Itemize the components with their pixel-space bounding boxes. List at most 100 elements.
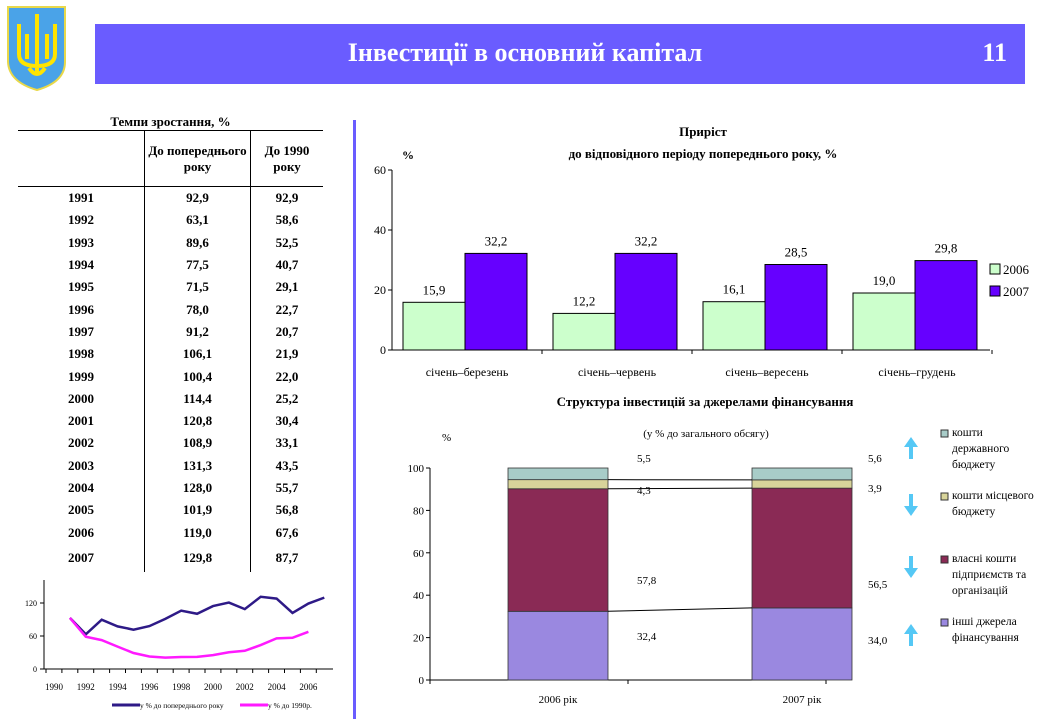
table-row: 1995 71,5 29,1	[18, 276, 323, 299]
category-label: січень–березень	[426, 365, 509, 379]
category-label: 2006 рік	[539, 694, 578, 706]
arrow-down-icon	[904, 494, 918, 516]
data-label: 34,0	[868, 635, 888, 647]
x-tick-label: 1996	[140, 682, 159, 692]
y-tick-label: 60	[29, 632, 37, 641]
legend-label: кошти державного бюджету	[952, 427, 1010, 471]
header-bar: Інвестиції в основний капітал 11	[95, 24, 1025, 84]
bar	[464, 252, 528, 351]
data-label: 19,0	[873, 273, 896, 288]
table-row: 2005 101,9 56,8	[18, 499, 323, 522]
legend-swatch	[989, 285, 1001, 297]
year-cell: 2000	[68, 390, 94, 406]
y-axis-unit: %	[442, 432, 451, 444]
prev-year-cell: 89,6	[144, 231, 251, 254]
data-label: 3,9	[868, 483, 882, 495]
prev-year-cell: 101,9	[144, 499, 251, 522]
coat-of-arms-logo	[7, 6, 66, 92]
legend-swatch	[989, 263, 1001, 275]
year-cell: 2005	[68, 502, 94, 518]
prev-year-cell: 129,8	[144, 543, 251, 572]
bar	[852, 292, 916, 351]
data-label: 57,8	[637, 575, 657, 587]
chart-subtitle: (у % до загального обсягу)	[643, 428, 769, 440]
legend-swatch	[940, 618, 949, 627]
legend-label: кошти місцевого бюджету	[952, 490, 1034, 518]
category-label: січень–червень	[578, 365, 657, 379]
to-1990-cell: 20,7	[275, 323, 299, 339]
year-cell: 1996	[68, 301, 94, 317]
stack-segment	[751, 607, 853, 681]
to-1990-cell: 92,9	[275, 190, 299, 206]
legend-label: у % до попереднього року	[140, 701, 224, 710]
x-tick-label: 1998	[172, 682, 191, 692]
legend-swatch	[940, 429, 949, 438]
to-1990-cell: 55,7	[275, 480, 299, 495]
to-1990-cell: 22,7	[275, 301, 299, 317]
table-row: 2001 120,8 30,4	[18, 409, 323, 433]
prev-year-cell: 114,4	[144, 387, 251, 410]
prev-year-cell: 131,3	[144, 454, 251, 477]
data-label: 4,3	[637, 485, 651, 497]
bar	[402, 301, 466, 351]
year-cell: 1991	[68, 190, 94, 206]
line-chart: 0 60 120 1990 1992 1994 1996 1998 2000 2002 2004 20…	[25, 580, 333, 710]
y-tick-label: 40	[374, 223, 386, 237]
table-row: 1992 63,1 58,6	[18, 209, 323, 232]
to-1990-cell: 25,2	[275, 390, 299, 406]
page-number: 11	[982, 38, 1007, 67]
y-tick-label: 40	[413, 590, 425, 602]
prev-year-cell: 71,5	[144, 276, 251, 299]
legend-label: 2006	[1003, 262, 1030, 277]
y-tick-label: 120	[25, 599, 37, 608]
legend-label: 2007	[1003, 284, 1030, 299]
table-row: 2000 114,4 25,2	[18, 387, 323, 410]
x-tick-label: 2006	[299, 682, 318, 692]
table-row: 2003 131,3 43,5	[18, 454, 323, 477]
data-label: 12,2	[573, 293, 596, 308]
year-cell: 1994	[68, 257, 94, 273]
data-label: 15,9	[423, 282, 446, 297]
growth-table: До попереднього року До 1990 року 1991 92…	[18, 130, 323, 572]
y-tick-label: 0	[380, 343, 386, 357]
year-cell: 1999	[68, 368, 94, 384]
arrow-down-icon	[904, 556, 918, 578]
stack-segment	[507, 488, 609, 612]
prev-year-cell: 100,4	[144, 365, 251, 388]
y-tick-label: 80	[413, 505, 425, 517]
to-1990-cell: 21,9	[275, 346, 299, 362]
series-line	[69, 595, 325, 637]
x-tick-label: 2002	[236, 682, 254, 692]
col-header-1990: До 1990 року	[264, 142, 310, 174]
prev-year-cell: 77,5	[144, 253, 251, 277]
legend-item: кошти державного бюджету	[952, 427, 1010, 471]
table-row: 1991 92,9 92,9	[18, 186, 323, 210]
series-line	[68, 617, 309, 659]
stack-segment	[507, 610, 609, 681]
data-label: 5,6	[868, 453, 882, 465]
year-cell: 1998	[68, 346, 94, 362]
arrow-up-icon	[904, 624, 918, 646]
page-title: Інвестиції в основний капітал	[347, 38, 703, 67]
table-row: 1999 100,4 22,0	[18, 365, 323, 388]
legend-item: інші джерела фінансування	[952, 616, 1019, 644]
connector-line	[607, 487, 753, 490]
data-label: 32,2	[485, 233, 508, 248]
data-label: 32,2	[635, 233, 658, 248]
year-cell: 1992	[68, 212, 94, 228]
year-cell: 2001	[68, 413, 94, 429]
category-label: 2007 рік	[783, 694, 822, 706]
to-1990-cell: 43,5	[275, 457, 299, 473]
stack-segment	[507, 467, 609, 481]
legend-label: власні кошти підприємств та організацій	[952, 553, 1027, 597]
year-cell: 2002	[68, 435, 94, 451]
structure-stacked-chart: Структура інвестицій за джерелами фінанс…	[408, 394, 1034, 706]
year-cell: 2007	[68, 549, 94, 565]
prev-year-cell: 108,9	[144, 432, 251, 455]
table-title: Темпи зростання, %	[110, 114, 231, 129]
table-row: 2007 129,8 87,7	[18, 543, 323, 572]
stack-segment	[751, 479, 853, 489]
to-1990-cell: 58,6	[275, 212, 299, 228]
year-cell: 2006	[68, 524, 94, 540]
stack-segment	[751, 487, 853, 609]
